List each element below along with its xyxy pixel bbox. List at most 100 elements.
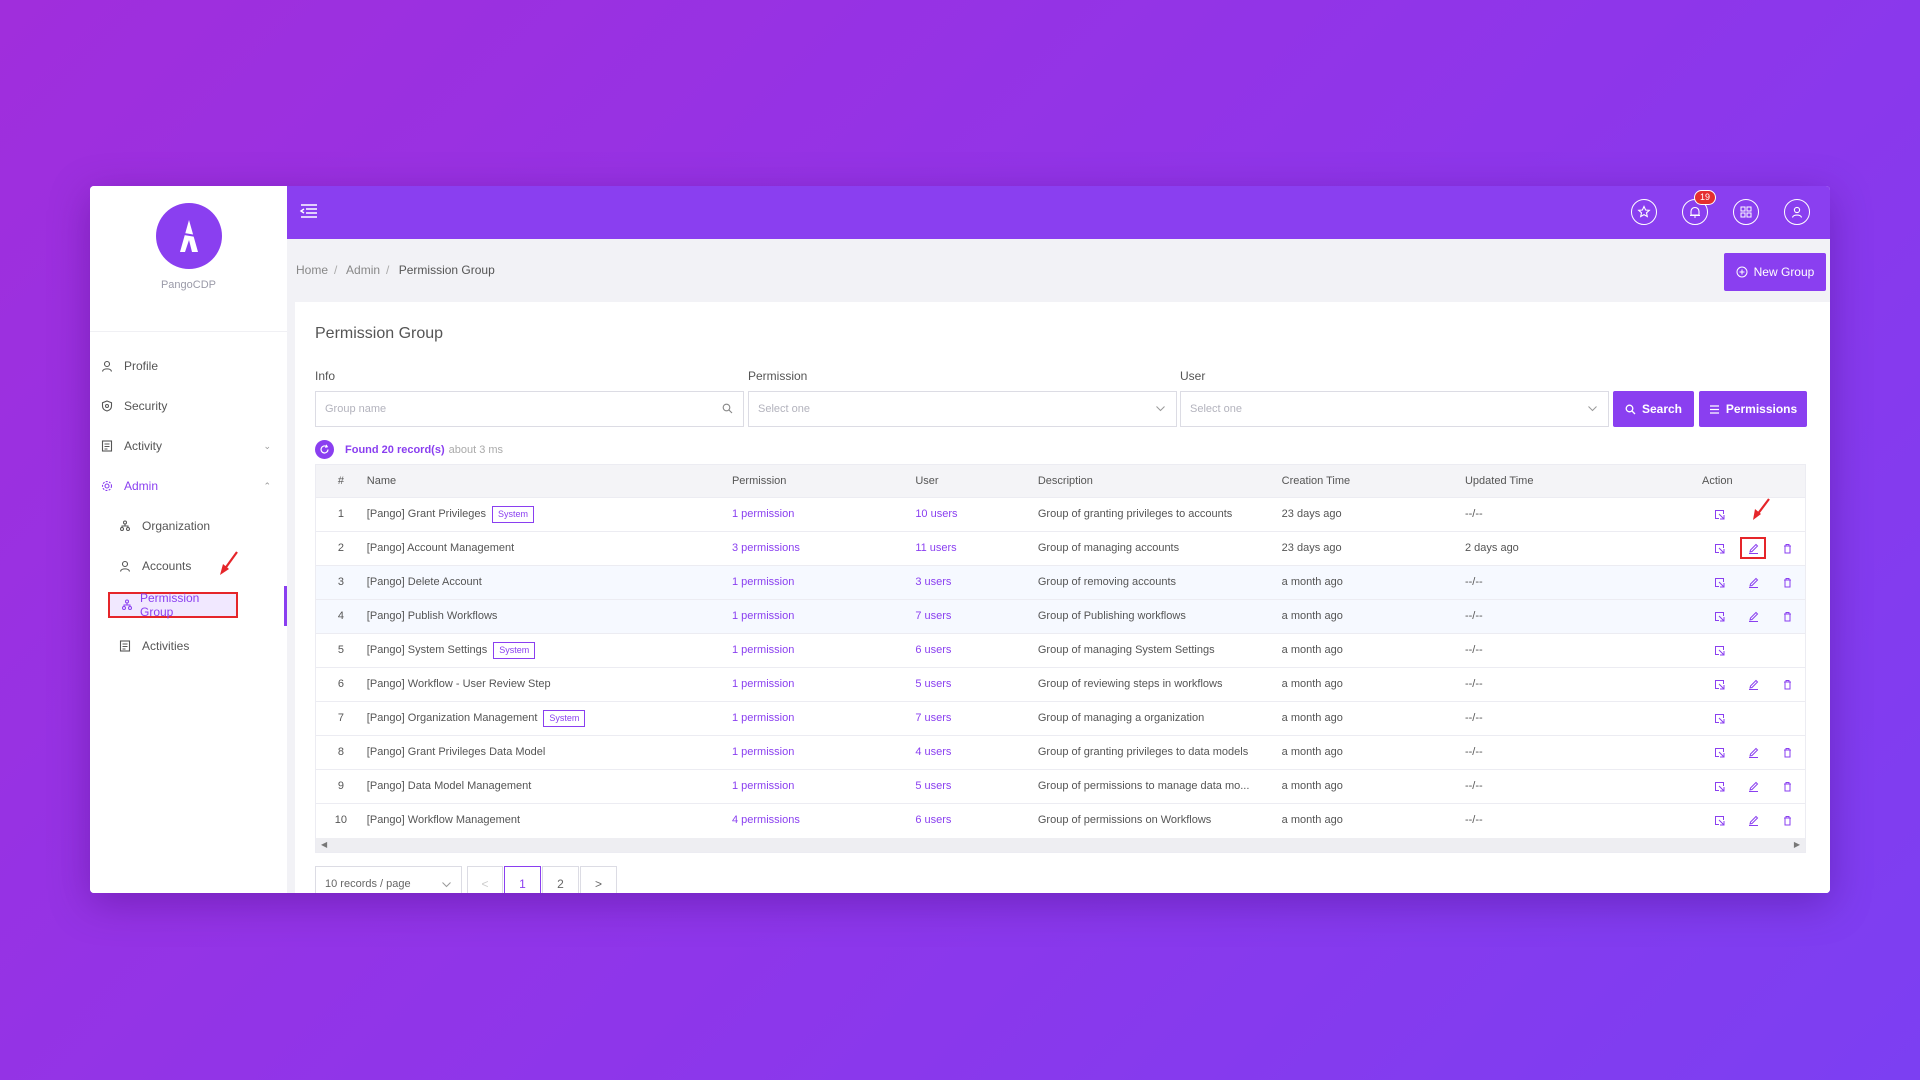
user-link[interactable]: 10 users	[915, 508, 958, 520]
delete-icon[interactable]	[1770, 775, 1804, 797]
row-actions	[1701, 599, 1805, 633]
view-icon[interactable]	[1702, 809, 1736, 831]
permission-link[interactable]: 1 permission	[731, 780, 795, 792]
permission-group-active-highlight[interactable]: Permission Group	[108, 591, 238, 619]
view-icon[interactable]	[1702, 707, 1736, 729]
permission-select[interactable]: Select one	[748, 391, 1177, 427]
edit-icon[interactable]	[1736, 775, 1770, 797]
page-2-button[interactable]: 2	[542, 866, 579, 893]
user-link[interactable]: 5 users	[915, 780, 952, 792]
row-number: 6	[337, 678, 344, 690]
edit-icon[interactable]	[1736, 605, 1770, 627]
row-created: a month ago	[1281, 780, 1343, 792]
user-link[interactable]: 6 users	[915, 814, 952, 827]
page-1-button[interactable]: 1	[504, 866, 541, 893]
red-arrow-annotation-icon	[1753, 497, 1770, 520]
row-updated: --/--	[1464, 814, 1483, 827]
user-avatar-icon[interactable]	[1784, 199, 1810, 225]
user-link[interactable]: 5 users	[915, 678, 952, 690]
delete-icon[interactable]	[1770, 809, 1804, 831]
permission-link[interactable]: 1 permission	[731, 508, 795, 520]
system-tag: System	[543, 709, 586, 727]
view-icon[interactable]	[1702, 639, 1736, 661]
menu-toggle-icon[interactable]	[299, 201, 319, 226]
sidebar-item-organization[interactable]: Organization	[90, 506, 287, 546]
view-icon[interactable]	[1702, 571, 1736, 593]
edit-icon[interactable]	[1736, 741, 1770, 763]
view-icon[interactable]	[1702, 775, 1736, 797]
scroll-right-icon[interactable]: ▶	[1793, 840, 1800, 849]
horizontal-scrollbar[interactable]: ◀ ▶	[316, 838, 1805, 852]
user-link[interactable]: 7 users	[915, 712, 952, 724]
edit-icon[interactable]	[1740, 537, 1766, 559]
delete-icon[interactable]	[1770, 537, 1804, 559]
permission-link[interactable]: 1 permission	[731, 576, 795, 588]
delete-icon[interactable]	[1770, 673, 1804, 695]
permission-link[interactable]: 1 permission	[731, 678, 795, 690]
search-button[interactable]: Search	[1613, 391, 1694, 427]
sidebar-item-permission-group[interactable]: Permission Group	[90, 586, 287, 626]
delete-icon[interactable]	[1770, 605, 1804, 627]
row-number: 5	[337, 644, 344, 656]
permission-link[interactable]: 1 permission	[731, 644, 795, 656]
delete-icon[interactable]	[1770, 741, 1804, 763]
view-icon[interactable]	[1702, 741, 1736, 763]
app-logo[interactable]	[155, 203, 222, 269]
row-actions	[1701, 735, 1805, 769]
row-created: a month ago	[1281, 814, 1343, 827]
edit-icon[interactable]	[1736, 809, 1770, 831]
row-actions	[1701, 803, 1805, 837]
view-icon[interactable]	[1702, 605, 1736, 627]
delete-icon[interactable]	[1770, 571, 1804, 593]
scroll-left-icon[interactable]: ◀	[321, 840, 328, 849]
permission-link[interactable]: 3 permissions	[731, 542, 800, 554]
view-icon[interactable]	[1702, 503, 1736, 525]
permission-group-card: Permission Group Info Permission User Gr…	[295, 302, 1830, 893]
row-description: Group of removing accounts	[1037, 576, 1177, 588]
activity-icon	[100, 439, 114, 453]
breadcrumb-admin[interactable]: Admin	[346, 263, 381, 277]
group-name: [Pango] Delete Account	[366, 576, 482, 588]
edit-icon[interactable]	[1736, 673, 1770, 695]
favorites-icon[interactable]	[1631, 199, 1657, 225]
user-link[interactable]: 11 users	[915, 542, 957, 554]
apps-grid-icon[interactable]	[1733, 199, 1759, 225]
group-name: [Pango] Workflow - User Review Step	[366, 678, 551, 690]
new-group-button[interactable]: New Group	[1724, 253, 1826, 291]
permission-link[interactable]: 1 permission	[731, 610, 795, 622]
row-actions	[1701, 701, 1805, 735]
row-created: a month ago	[1281, 610, 1343, 622]
table-row: 1 [Pango] Grant Privileges System 1 permi…	[316, 497, 1805, 531]
table-row: 7 [Pango] Organization Management System …	[316, 701, 1805, 735]
group-name-input[interactable]: Group name	[315, 391, 744, 427]
refresh-icon[interactable]	[315, 440, 334, 459]
next-page-button[interactable]: >	[580, 866, 617, 893]
user-link[interactable]: 4 users	[915, 746, 952, 758]
view-icon[interactable]	[1702, 537, 1736, 559]
sidebar-item-activities[interactable]: Activities	[90, 626, 287, 666]
row-number: 4	[337, 610, 344, 622]
breadcrumb-home[interactable]: Home	[296, 263, 329, 277]
user-select[interactable]: Select one	[1180, 391, 1609, 427]
bell-icon[interactable]: 19	[1682, 190, 1717, 225]
sidebar-item-activity[interactable]: Activity ⌄	[90, 426, 287, 466]
user-link[interactable]: 7 users	[915, 610, 952, 622]
permission-link[interactable]: 4 permissions	[731, 814, 800, 827]
user-link[interactable]: 3 users	[915, 576, 952, 588]
sidebar-item-profile[interactable]: Profile	[90, 346, 287, 386]
row-actions	[1701, 497, 1805, 531]
user-link[interactable]: 6 users	[915, 644, 952, 656]
permission-link[interactable]: 1 permission	[731, 746, 795, 758]
permission-link[interactable]: 1 permission	[731, 712, 795, 724]
prev-page-button[interactable]: <	[467, 866, 503, 893]
row-updated: --/--	[1464, 610, 1483, 622]
sidebar-item-accounts[interactable]: Accounts	[90, 546, 287, 586]
edit-icon[interactable]	[1736, 571, 1770, 593]
sidebar-item-admin[interactable]: Admin ⌃	[90, 466, 287, 506]
permissions-button[interactable]: Permissions	[1699, 391, 1807, 427]
page-title: Permission Group	[315, 325, 444, 342]
page-size-select[interactable]: 10 records / page	[315, 866, 462, 893]
view-icon[interactable]	[1702, 673, 1736, 695]
table-row: 3 [Pango] Delete Account 1 permission 3 …	[316, 565, 1805, 599]
sidebar-item-security[interactable]: Security	[90, 386, 287, 426]
